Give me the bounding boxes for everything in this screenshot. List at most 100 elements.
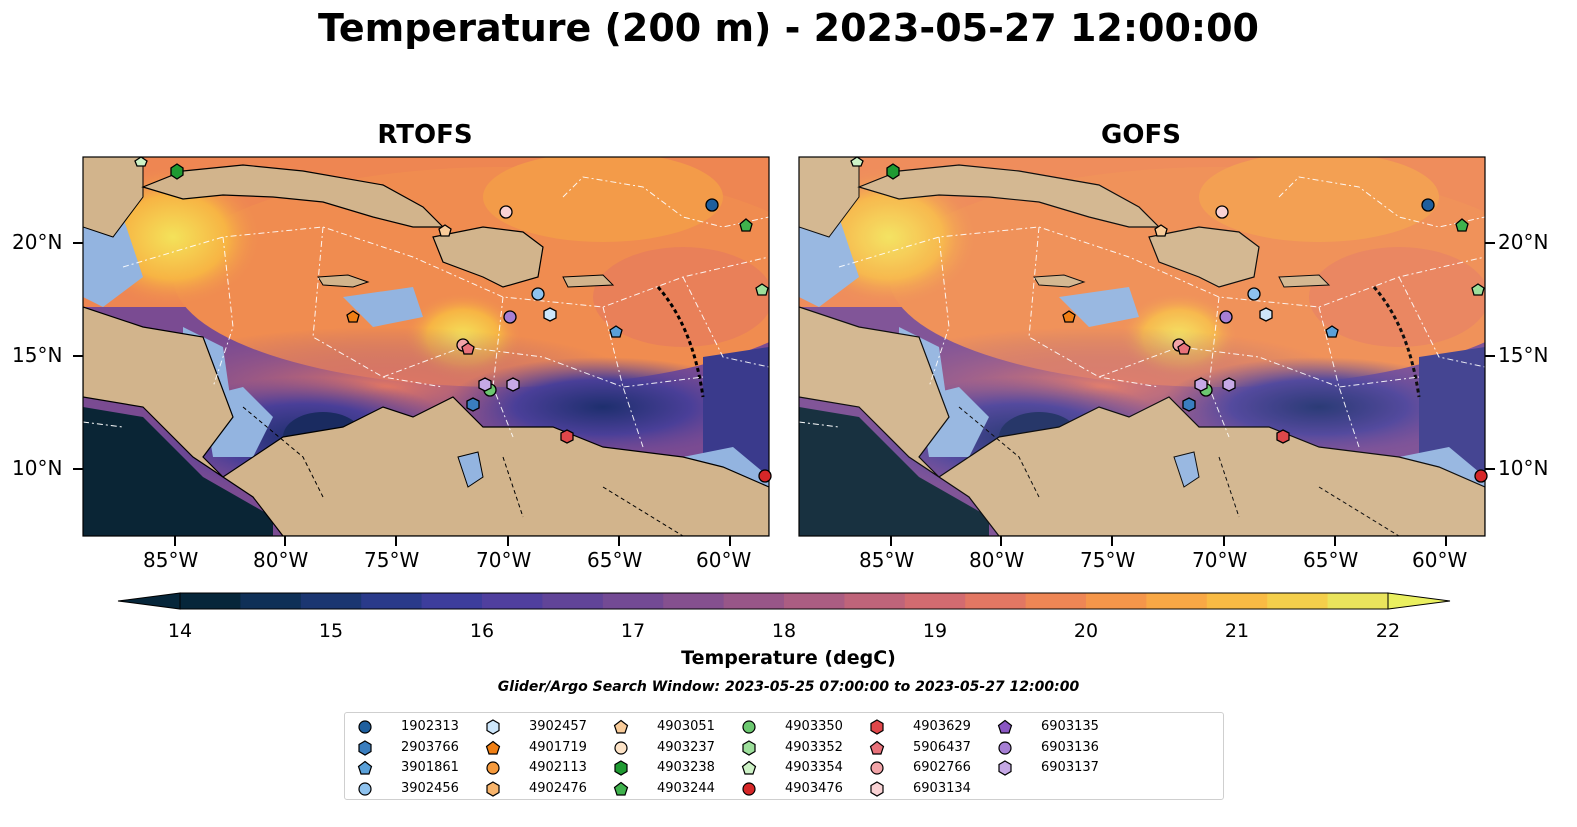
legend-item-label: 2903766 [401, 739, 459, 755]
legend-item-label: 5906437 [913, 739, 971, 755]
hexagon-marker-icon [614, 760, 628, 776]
x-tick-label: 75°W [1080, 548, 1136, 572]
pentagon-marker-icon [741, 760, 757, 775]
float-markers-gofs [850, 156, 1488, 483]
colorbar-tick-label: 21 [1224, 620, 1250, 642]
hexagon-marker-icon [742, 739, 756, 756]
circle-marker-icon [614, 740, 628, 755]
colorbar-tick-label: 19 [922, 620, 948, 642]
legend-item-label: 4902113 [529, 760, 587, 775]
colorbar-tick-label: 18 [771, 620, 797, 642]
colorbar-tick-label: 15 [318, 620, 344, 642]
colorbar-segment [844, 593, 906, 609]
colorbar-segment [965, 593, 1027, 609]
colorbar-segment [723, 593, 785, 609]
pentagon-marker-icon [997, 719, 1013, 734]
colorbar-tick-label: 17 [620, 620, 646, 642]
legend-item-label: 6903135 [1041, 719, 1099, 734]
colorbar-tick-label: 20 [1073, 620, 1099, 642]
colorbar-segment [1327, 593, 1389, 609]
legend-item-label: 4903350 [785, 719, 843, 734]
map-panel-gofs [799, 157, 1485, 536]
y-tick-label: 20°N [12, 230, 63, 254]
colorbar-segment [240, 593, 302, 609]
circle-marker-icon [870, 761, 884, 775]
legend-item-label: 3901861 [401, 760, 459, 775]
legend-item-label: 4903629 [913, 719, 971, 734]
legend-item-label: 4903238 [657, 760, 715, 775]
legend-item-label: 6902766 [913, 760, 971, 775]
colorbar-segment [542, 593, 604, 609]
x-tick-label: 65°W [587, 548, 643, 572]
colorbar-segment [421, 593, 483, 609]
legend-item-label: 4903244 [657, 780, 715, 796]
legend-item-label: 1902313 [401, 719, 459, 734]
colorbar-segment [602, 593, 664, 609]
colorbar-segment [663, 593, 725, 609]
x-tick-label: 65°W [1303, 548, 1359, 572]
float-markers-rtofs [134, 156, 772, 483]
x-tick-label: 80°W [969, 548, 1025, 572]
x-tick-label: 60°W [696, 548, 752, 572]
circle-marker-icon [358, 781, 372, 796]
y-tick-label: 15°N [12, 343, 63, 367]
colorbar-tick-label: 14 [167, 620, 193, 642]
colorbar-label: Temperature (degC) [681, 647, 896, 669]
x-tick-label: 80°W [253, 548, 309, 572]
colorbar [180, 593, 1389, 609]
legend-item-label: 6903136 [1041, 739, 1099, 755]
legend-item-label: 3902456 [401, 780, 459, 796]
pentagon-marker-icon [613, 719, 629, 734]
y-tick-label: 10°N [12, 456, 63, 480]
circle-marker-icon [742, 720, 756, 734]
legend-item-label: 4903237 [657, 739, 715, 755]
pentagon-marker-icon [613, 781, 629, 796]
colorbar-segment [1086, 593, 1147, 609]
legend-item-label: 4902476 [529, 780, 587, 796]
colorbar-segment [1206, 593, 1268, 609]
x-tick-label: 70°W [476, 548, 532, 572]
x-tick-label: 85°W [859, 548, 915, 572]
figure-title: Temperature (200 m) - 2023-05-27 12:00:0… [317, 6, 1259, 50]
legend-item-label: 4901719 [529, 739, 587, 755]
colorbar-tick-label: 16 [469, 620, 495, 642]
legend-item-label: 4903051 [657, 719, 715, 734]
legend-item-label: 4903352 [785, 739, 843, 755]
circle-marker-icon [998, 740, 1012, 755]
legend-item-label: 6903134 [913, 780, 971, 796]
colorbar-segment [482, 593, 543, 609]
x-tick-label: 75°W [364, 548, 420, 572]
axis-ticks [73, 242, 1495, 546]
hexagon-marker-icon [358, 739, 372, 756]
legend: 1902313 2903766 3901861 3902456 3902457 49017… [344, 712, 1224, 800]
hexagon-marker-icon [486, 780, 500, 797]
legend-item-label: 3902457 [529, 719, 587, 734]
legend-item-label: 6903137 [1041, 760, 1099, 775]
x-tick-label: 60°W [1412, 548, 1468, 572]
x-tick-label: 70°W [1192, 548, 1248, 572]
colorbar-segment [1267, 593, 1329, 609]
pentagon-marker-icon [485, 740, 501, 755]
hexagon-marker-icon [998, 760, 1012, 776]
colorbar-segment [300, 593, 362, 609]
hexagon-marker-icon [486, 719, 500, 735]
y-tick-label: 10°N [1498, 456, 1549, 480]
legend-item-label: 4903476 [785, 780, 843, 796]
y-tick-label: 20°N [1498, 230, 1549, 254]
circle-marker-icon [742, 781, 756, 796]
search-window-text: Glider/Argo Search Window: 2023-05-25 07… [497, 679, 1080, 695]
y-tick-label: 15°N [1498, 343, 1549, 367]
colorbar-segment [1146, 593, 1208, 609]
hexagon-marker-icon [870, 780, 884, 797]
pentagon-marker-icon [357, 760, 373, 775]
circle-marker-icon [486, 761, 500, 775]
x-tick-label: 85°W [143, 548, 199, 572]
colorbar-segment [361, 593, 423, 609]
colorbar-segment [180, 593, 241, 609]
panel-title-gofs: GOFS [1101, 120, 1181, 150]
hexagon-marker-icon [870, 719, 884, 735]
legend-item-label: 4903354 [785, 760, 843, 775]
circle-marker-icon [358, 720, 372, 734]
colorbar-tick-label: 22 [1375, 620, 1401, 642]
